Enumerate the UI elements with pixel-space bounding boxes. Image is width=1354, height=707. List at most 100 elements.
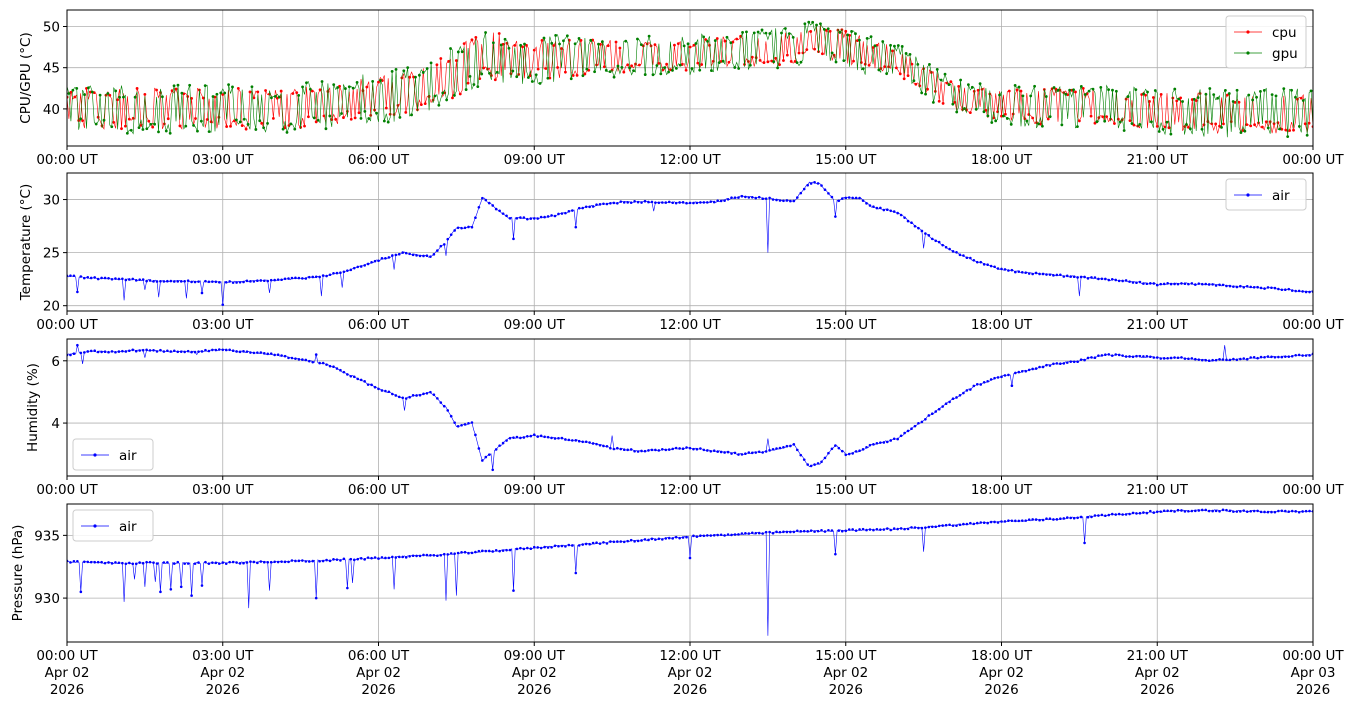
data-point-air	[200, 350, 204, 353]
data-point-air	[813, 181, 816, 184]
data-point-air	[394, 253, 398, 257]
data-point-air	[647, 449, 650, 452]
data-point-gpu	[414, 75, 417, 79]
data-point-cpu	[256, 90, 260, 94]
data-point-air	[723, 534, 726, 537]
data-point-air	[429, 255, 432, 258]
data-point-cpu	[575, 73, 579, 77]
data-point-cpu	[536, 67, 540, 71]
data-point-air	[429, 553, 432, 557]
data-point-air	[560, 544, 564, 548]
data-point-air	[744, 195, 747, 199]
data-point-gpu	[215, 92, 219, 96]
data-point-gpu	[402, 69, 406, 73]
data-point-air	[595, 203, 598, 206]
data-point-air	[346, 269, 349, 272]
data-point-gpu	[262, 126, 266, 130]
data-point-air	[768, 449, 771, 452]
data-point-air	[1284, 509, 1287, 513]
data-point-gpu	[184, 124, 188, 128]
data-point-cpu	[1202, 123, 1206, 127]
data-point-air	[214, 348, 218, 352]
data-point-air	[920, 229, 924, 233]
data-point-air	[557, 212, 560, 216]
data-point-gpu	[889, 43, 892, 47]
data-point-air	[100, 276, 103, 280]
data-point-cpu	[762, 61, 766, 64]
data-point-gpu	[203, 84, 207, 88]
data-point-air	[356, 265, 360, 269]
data-point-gpu	[877, 68, 881, 72]
data-point-air	[1017, 270, 1021, 273]
data-point-air	[339, 271, 342, 274]
data-point-air	[806, 183, 809, 187]
data-point-gpu	[114, 89, 118, 93]
data-point-air	[1169, 282, 1173, 286]
data-point-air	[176, 280, 180, 283]
data-point-gpu	[199, 119, 203, 123]
data-point-cpu	[828, 29, 832, 33]
data-point-cpu	[201, 96, 205, 100]
data-point-air	[612, 447, 616, 451]
data-point-air	[387, 256, 391, 259]
data-point-air	[546, 215, 550, 218]
data-point-gpu	[768, 32, 772, 35]
data-point-gpu	[1048, 115, 1052, 119]
data-point-air	[159, 279, 162, 283]
data-point-air	[1052, 362, 1055, 366]
data-point-air	[571, 439, 574, 442]
data-point-air	[124, 562, 128, 566]
data-point-cpu	[447, 60, 450, 63]
data-point-air	[522, 547, 526, 551]
data-point-air	[747, 451, 751, 454]
data-point-cpu	[521, 45, 524, 49]
data-point-air	[771, 198, 775, 201]
data-point-gpu	[1297, 125, 1301, 128]
data-point-air	[858, 449, 861, 453]
data-point-air	[1197, 282, 1201, 285]
data-point-air	[1155, 356, 1159, 359]
data-point-air	[262, 279, 266, 283]
data-point-air	[837, 529, 841, 532]
data-point-air	[951, 397, 955, 400]
data-point-cpu	[1296, 97, 1299, 101]
data-point-air	[463, 423, 467, 426]
data-point-cpu	[143, 93, 147, 96]
data-point-air	[1259, 510, 1263, 514]
data-point-air	[1173, 282, 1176, 286]
data-point-air	[681, 536, 685, 539]
data-point-air	[654, 201, 657, 204]
data-point-air	[764, 530, 768, 534]
data-point-air	[1214, 284, 1218, 287]
data-point-air	[854, 450, 858, 453]
data-point-air	[550, 214, 553, 217]
data-point-air	[782, 445, 785, 449]
legend-marker-air	[1246, 193, 1250, 197]
data-point-gpu	[1037, 122, 1040, 126]
data-point-cpu	[174, 87, 178, 91]
data-point-air	[830, 195, 834, 199]
data-point-cpu	[968, 111, 972, 115]
data-point-air	[1277, 355, 1280, 359]
data-point-air	[730, 533, 733, 537]
data-point-air	[809, 464, 813, 468]
y-tick-label: 50	[43, 19, 60, 35]
data-point-air	[692, 534, 695, 538]
data-point-air	[83, 276, 86, 280]
data-point-air	[591, 541, 595, 545]
data-point-air	[515, 547, 519, 551]
data-point-gpu	[717, 61, 721, 64]
data-point-cpu	[754, 56, 758, 60]
data-point-air	[346, 586, 349, 590]
legend-label-air: air	[119, 519, 137, 535]
data-point-air	[114, 277, 117, 280]
data-point-air	[446, 237, 450, 241]
data-point-cpu	[544, 67, 548, 70]
data-point-air	[339, 559, 342, 562]
data-point-air	[896, 527, 899, 531]
data-point-gpu	[924, 92, 927, 96]
data-point-air	[616, 540, 619, 543]
data-point-gpu	[1270, 93, 1274, 97]
data-point-air	[453, 229, 456, 232]
data-point-air	[183, 562, 186, 565]
